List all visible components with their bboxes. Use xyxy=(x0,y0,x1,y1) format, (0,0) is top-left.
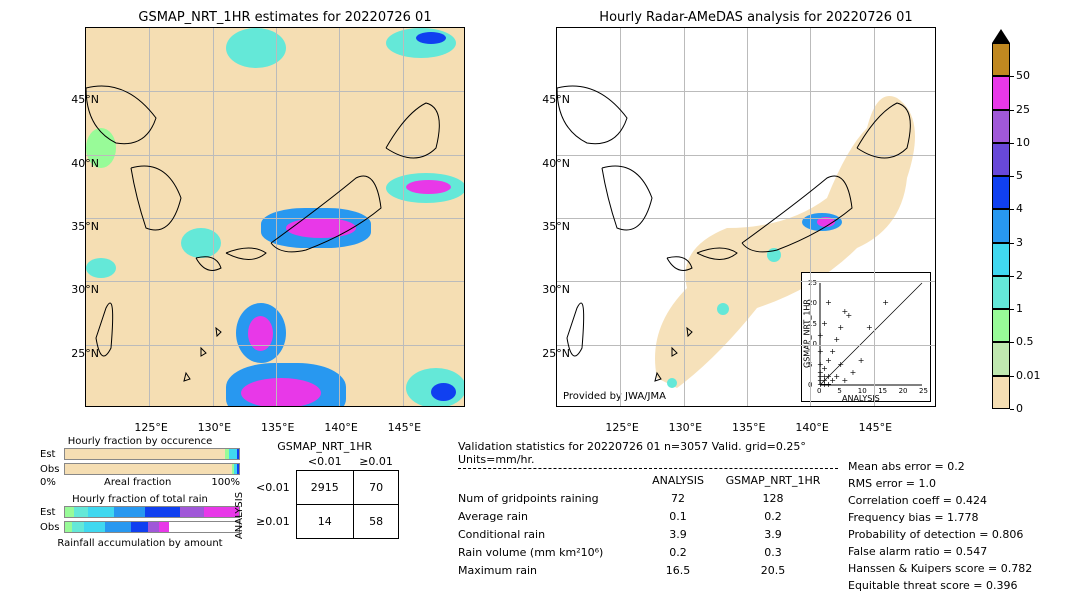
right-map-panel: Hourly Radar-AMeDAS analysis for 2022072… xyxy=(556,10,956,407)
fraction-bars-panel: Hourly fraction by occurence Est Obs 0%A… xyxy=(40,436,240,549)
occurrence-obs-bar xyxy=(64,463,240,475)
figure-root: GSMAP_NRT_1HR estimates for 20220726 01 xyxy=(0,0,1080,612)
left-map-title: GSMAP_NRT_1HR estimates for 20220726 01 xyxy=(85,10,485,25)
validation-header: Validation statistics for 20220726 01 n=… xyxy=(458,440,838,466)
totalrain-obs-bar xyxy=(64,521,240,533)
occurrence-est-bar xyxy=(64,448,240,460)
right-map-axes: Provided by JWA/JMA ++++++++++++++++++++… xyxy=(556,27,936,407)
contingency-table: <0.01≥0.01 <0.01291570 ≥0.011458 xyxy=(250,453,399,539)
contingency-row-header: ANALYSIS xyxy=(234,492,245,539)
left-map-panel: GSMAP_NRT_1HR estimates for 20220726 01 xyxy=(85,10,485,407)
right-map-title: Hourly Radar-AMeDAS analysis for 2022072… xyxy=(556,10,956,25)
left-map-axes xyxy=(85,27,465,407)
colorbar: 00.010.512345102550 xyxy=(992,29,1042,409)
validation-panel: Validation statistics for 20220726 01 n=… xyxy=(458,440,838,579)
attribution-text: Provided by JWA/JMA xyxy=(563,391,666,402)
totalrain-title: Hourly fraction of total rain xyxy=(40,494,240,505)
totalrain-est-bar xyxy=(64,506,240,518)
contingency-panel: GSMAP_NRT_1HR <0.01≥0.01 <0.01291570 ≥0.… xyxy=(250,440,399,539)
accum-title: Rainfall accumulation by amount xyxy=(40,538,240,549)
scatter-inset: +++++++++++++++++++++++++++++ GSMAP_NRT_… xyxy=(801,272,931,402)
occurrence-title: Hourly fraction by occurence xyxy=(40,436,240,447)
metrics-panel: Mean abs error = 0.2RMS error = 1.0Corre… xyxy=(848,460,1068,596)
